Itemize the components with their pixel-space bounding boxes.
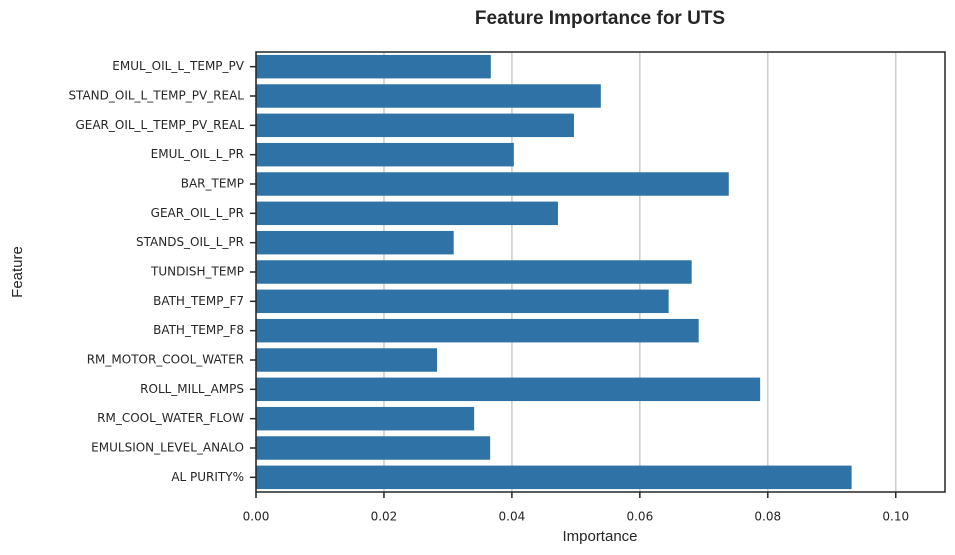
y-tick-label: EMUL_OIL_L_TEMP_PV: [112, 59, 244, 73]
y-tick-label: TUNDISH_TEMP: [150, 265, 244, 279]
y-tick-label: AL PURITY%: [171, 470, 244, 484]
x-tick-label: 0.04: [499, 510, 526, 524]
x-axis-label: Importance: [562, 528, 637, 545]
y-tick-label: BATH_TEMP_F7: [153, 294, 244, 308]
bar: [256, 348, 438, 372]
bar: [256, 113, 574, 138]
bar: [256, 465, 852, 490]
bar: [256, 377, 761, 402]
x-tick-label: 0.02: [371, 510, 398, 524]
y-tick-label: STAND_OIL_L_TEMP_PV_REAL: [68, 89, 244, 103]
y-tick-label: EMUL_OIL_L_PR: [151, 147, 244, 161]
bar: [256, 84, 601, 108]
bar: [256, 142, 514, 167]
x-tick-label: 0.08: [754, 510, 781, 524]
y-tick-label: BATH_TEMP_F8: [153, 323, 244, 337]
x-tick-label: 0.10: [882, 510, 909, 524]
bar: [256, 260, 692, 284]
bar: [256, 201, 558, 226]
x-tick-label: 0.06: [626, 510, 653, 524]
chart-title: Feature Importance for UTS: [475, 8, 725, 29]
y-tick-label: GEAR_OIL_L_TEMP_PV_REAL: [75, 118, 244, 132]
y-tick-label: EMULSION_LEVEL_ANALO: [91, 441, 244, 455]
y-tick-label: BAR_TEMP: [181, 177, 244, 191]
y-tick-label: RM_COOL_WATER_FLOW: [97, 411, 244, 425]
bar: [256, 230, 454, 255]
y-axis-label: Feature: [9, 246, 26, 298]
bar: [256, 436, 491, 460]
y-tick-label: ROLL_MILL_AMPS: [140, 382, 244, 396]
plot-frame: [255, 51, 946, 493]
bar: [256, 54, 491, 79]
y-tick-label: GEAR_OIL_L_PR: [151, 206, 244, 220]
bar: [256, 289, 669, 314]
y-tick-label: RM_MOTOR_COOL_WATER: [87, 353, 244, 367]
bar: [256, 406, 475, 431]
bar: [256, 318, 699, 343]
x-tick-label: 0.00: [243, 510, 270, 524]
bar: [256, 172, 729, 196]
y-tick-label: STANDS_OIL_L_PR: [136, 235, 244, 249]
